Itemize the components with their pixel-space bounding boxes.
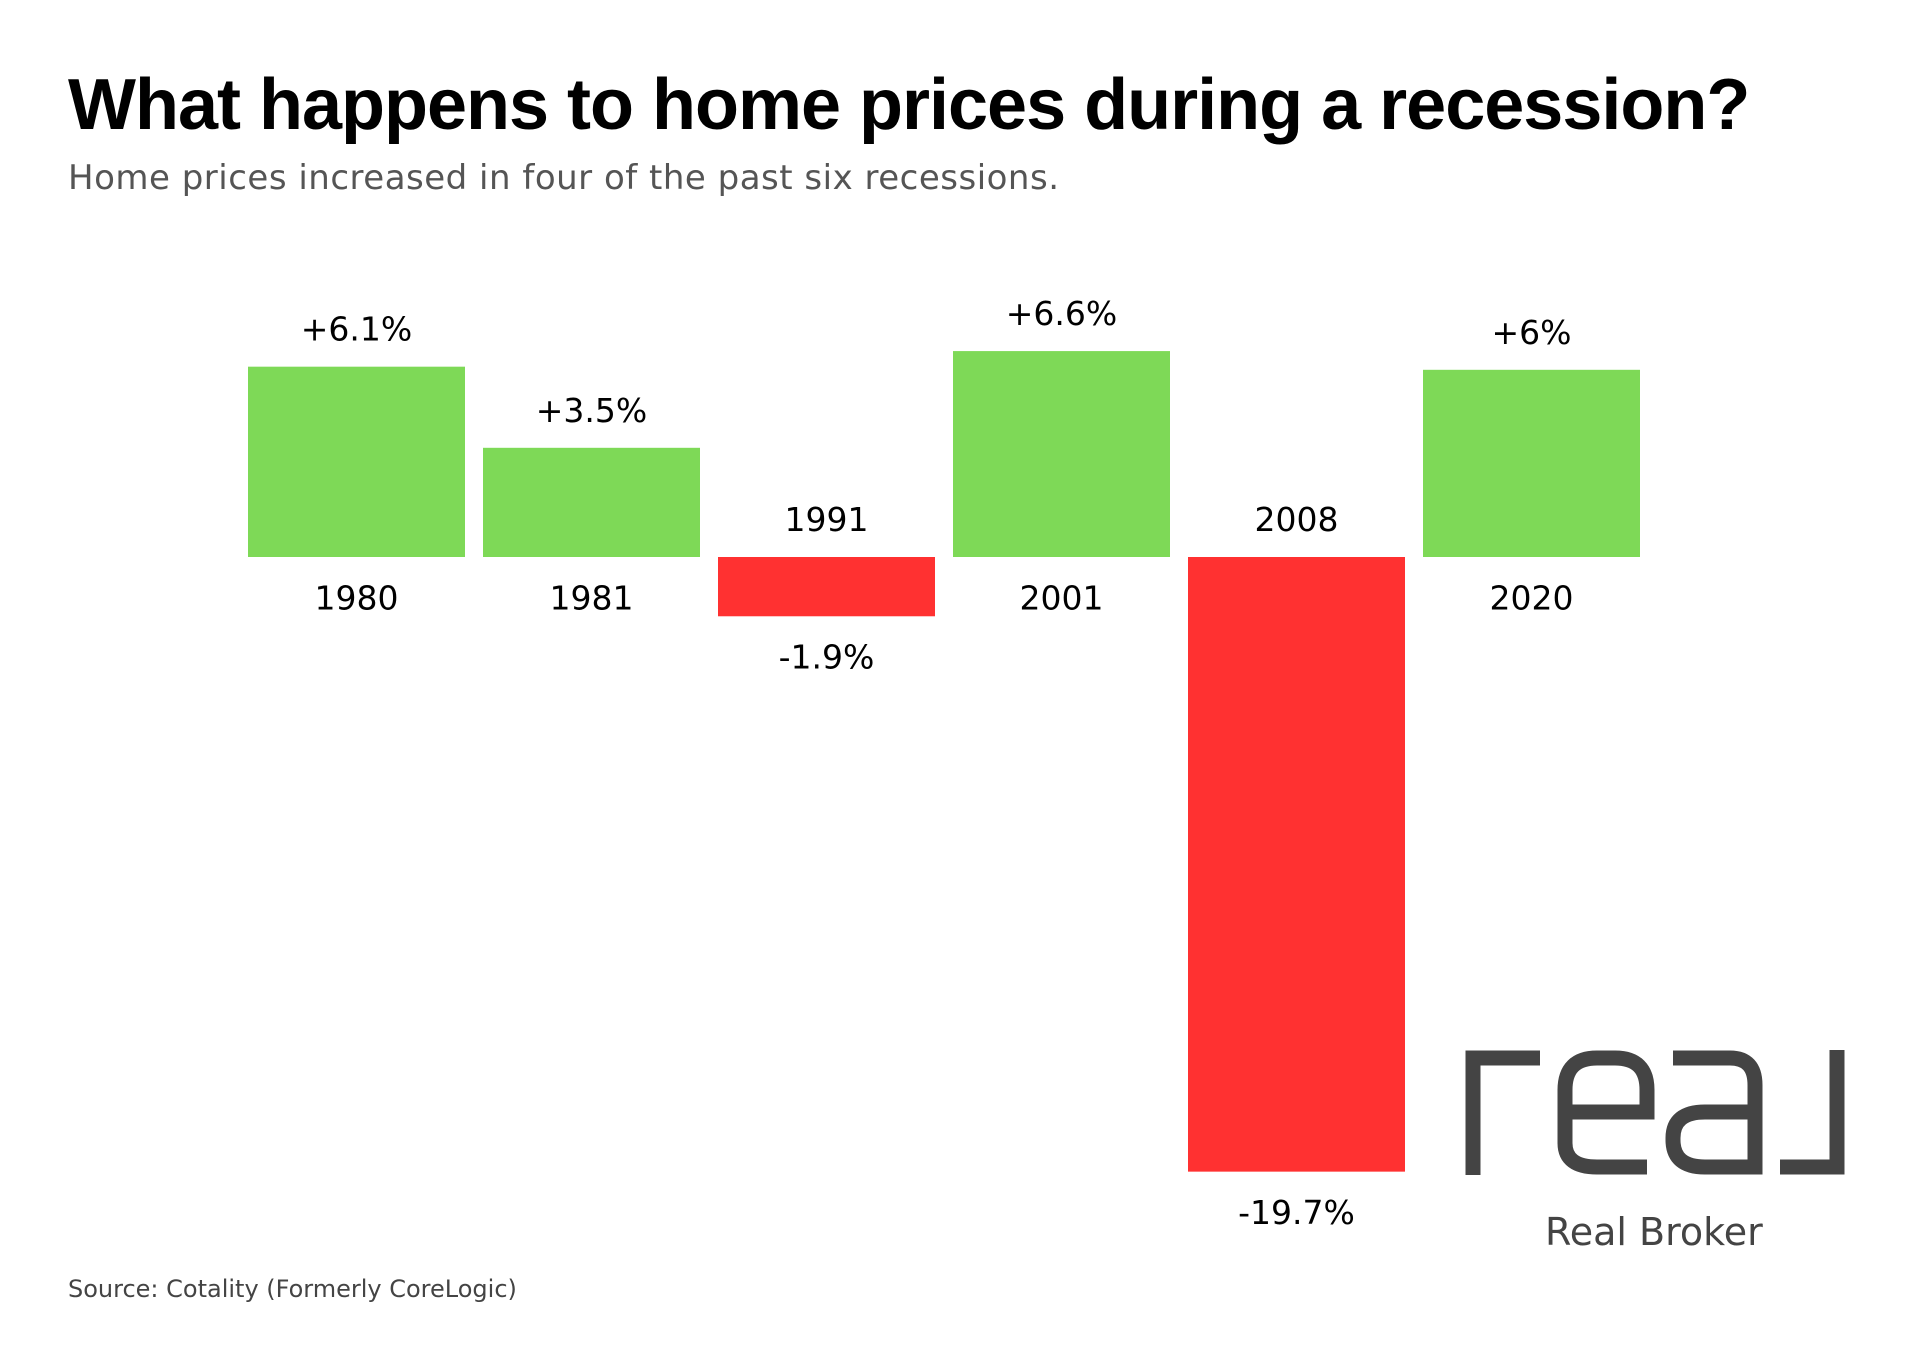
data-label-1981: +3.5% xyxy=(536,391,648,430)
data-label-2008: -19.7% xyxy=(1238,1193,1355,1232)
bar-2008 xyxy=(1188,557,1405,1172)
category-label-1981: 1981 xyxy=(550,578,634,617)
bar-1991 xyxy=(718,557,935,617)
real-logo xyxy=(1465,1050,1845,1175)
category-label-2001: 2001 xyxy=(1020,578,1104,617)
bar-2001 xyxy=(953,351,1170,557)
data-label-1980: +6.1% xyxy=(301,310,413,349)
category-label-1991: 1991 xyxy=(785,500,869,539)
source-note: Source: Cotality (Formerly CoreLogic) xyxy=(68,1275,517,1303)
bar-1981 xyxy=(483,447,700,557)
data-label-1991: -1.9% xyxy=(779,638,875,677)
data-label-2020: +6% xyxy=(1491,313,1571,352)
category-label-2020: 2020 xyxy=(1490,578,1574,617)
category-label-2008: 2008 xyxy=(1255,500,1339,539)
chart-title: What happens to home prices during a rec… xyxy=(68,65,1750,145)
chart-subtitle: Home prices increased in four of the pas… xyxy=(68,158,1060,198)
bar-2020 xyxy=(1423,369,1640,557)
bar-1980 xyxy=(248,366,465,557)
category-label-1980: 1980 xyxy=(315,578,399,617)
brand-name: Real Broker xyxy=(1545,1210,1763,1254)
data-label-2001: +6.6% xyxy=(1006,294,1118,333)
